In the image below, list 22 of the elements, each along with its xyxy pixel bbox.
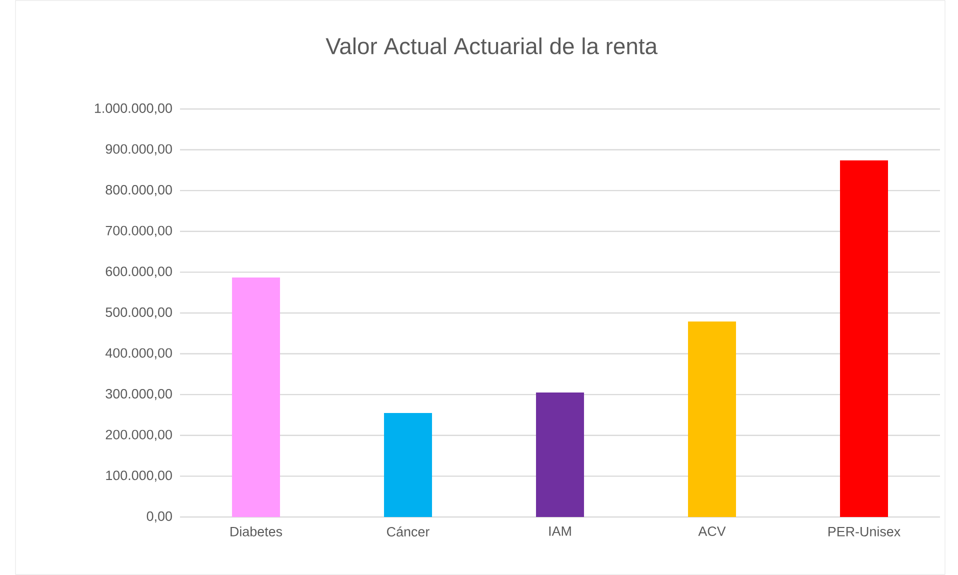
y-tick-label: 500.000,00 xyxy=(106,307,172,319)
x-tick-label: PER-Unisex xyxy=(828,526,900,536)
x-tick-label: IAM xyxy=(549,526,571,536)
y-tick-label: 300.000,00 xyxy=(106,389,172,400)
y-tick-label: 800.000,00 xyxy=(106,185,172,196)
y-tick-label: 1.000.000,00 xyxy=(94,103,172,115)
chart-title: Valor Actual Actuarial de la renta xyxy=(326,37,658,54)
y-tick-label: 900.000,00 xyxy=(106,144,172,156)
y-tick-label: 600.000,00 xyxy=(106,266,172,278)
y-tick-label: 700.000,00 xyxy=(106,226,172,237)
y-tick-label: 200.000,00 xyxy=(106,430,172,441)
y-tick-label: 100.000,00 xyxy=(106,470,172,482)
bar xyxy=(536,392,584,517)
x-tick-label: Diabetes xyxy=(230,526,282,536)
bar xyxy=(688,322,736,517)
bar xyxy=(840,160,888,517)
y-tick-label: 400.000,00 xyxy=(105,348,172,360)
x-tick-label: ACV xyxy=(698,526,726,536)
bar xyxy=(232,277,280,517)
y-tick-label: 0,00 xyxy=(146,511,172,523)
x-tick-label: Cáncer xyxy=(387,526,430,537)
bar xyxy=(384,412,432,517)
